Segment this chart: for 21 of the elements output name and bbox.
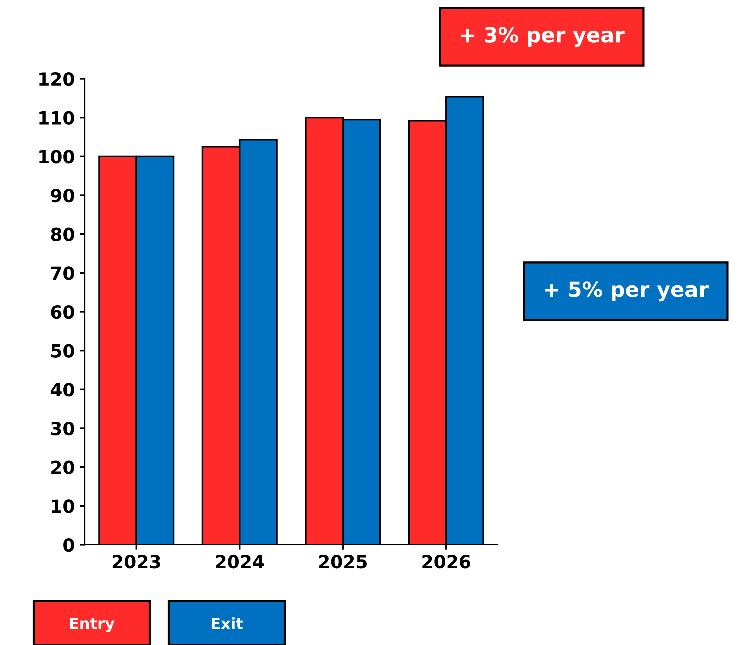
- x-tick-label: 2026: [422, 555, 471, 569]
- text: + 3% per year: [461, 27, 625, 48]
- y-tick-label: 70: [51, 266, 74, 280]
- y-tick-label: 20: [52, 460, 74, 474]
- y-tick-label: 100: [40, 150, 74, 164]
- y-tick-label: 40: [50, 383, 74, 397]
- text: Exit: [212, 618, 244, 630]
- y-tick-label: 0: [64, 538, 74, 552]
- y-tick-label: 120: [40, 72, 74, 86]
- y-tick-label: 110: [40, 111, 74, 125]
- y-tick-label: 10: [52, 500, 74, 514]
- text: Entry: [70, 618, 115, 632]
- y-tick-label: 90: [51, 188, 74, 203]
- y-tick-label: 80: [51, 228, 74, 242]
- x-tick-label: 2023: [112, 555, 160, 569]
- x-tick-label: 2024: [216, 555, 264, 569]
- y-tick-label: 60: [51, 305, 74, 320]
- y-tick-label: 50: [52, 344, 74, 358]
- y-tick-label: 30: [51, 422, 74, 436]
- x-tick-label: 2025: [319, 555, 367, 569]
- text: + 5% per year: [545, 282, 709, 302]
